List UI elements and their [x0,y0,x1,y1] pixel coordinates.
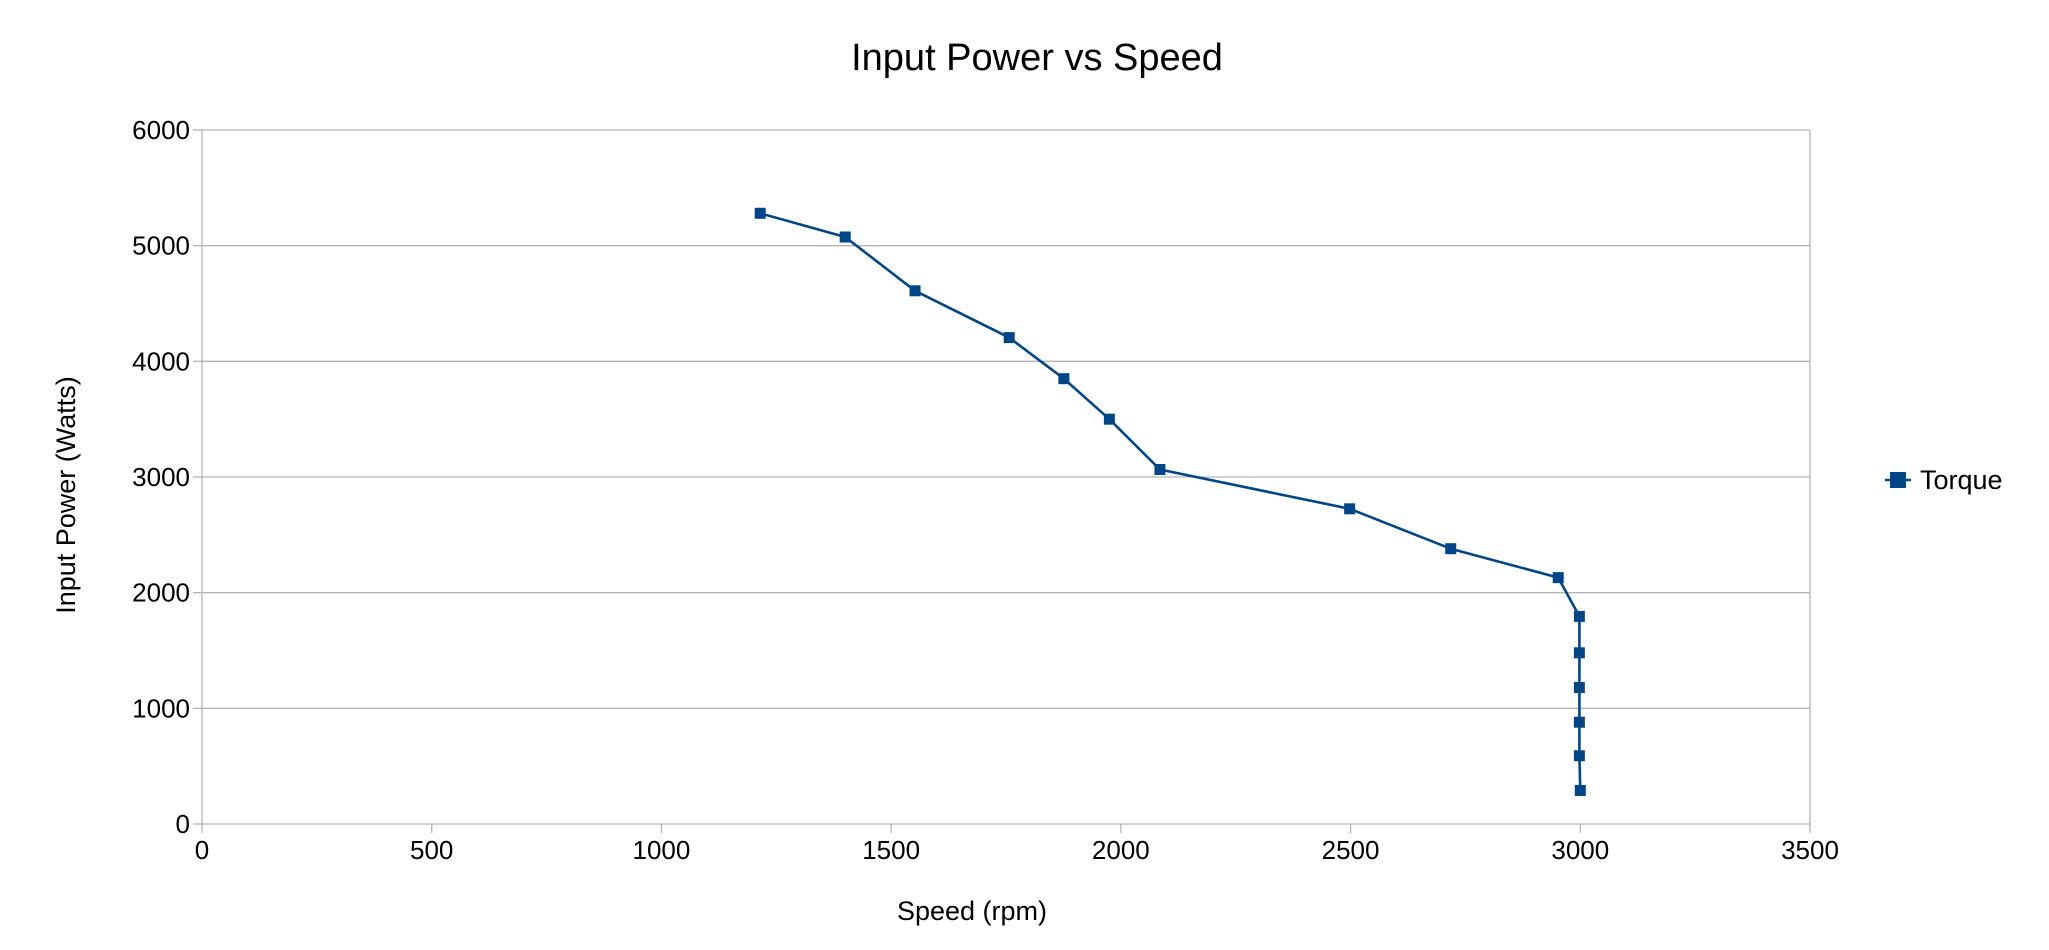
x-axis-title: Speed (rpm) [897,896,1047,926]
legend-marker [1890,472,1906,488]
data-point [1103,413,1115,425]
series-line-torque [759,212,1582,791]
x-tick-label: 2000 [1092,835,1150,865]
y-tick-label: 3000 [132,462,190,492]
axes: 0 1000 2000 3000 4000 5000 6000 0 500 1000 1500 200… [132,115,1839,865]
y-tick-label: 6000 [132,115,190,145]
data-point [1573,682,1585,694]
x-tick-label: 3500 [1781,835,1839,865]
plot-area [754,207,1586,796]
data-point [754,207,766,219]
y-tick-label: 5000 [132,231,190,261]
data-point [1573,647,1585,659]
y-tick-label: 1000 [132,693,190,723]
legend: Torque [1885,465,2003,495]
data-point [1573,750,1585,762]
y-tick-label: 0 [176,809,190,839]
data-point [909,285,921,297]
x-tick-label: 1500 [862,835,920,865]
data-point [1573,610,1585,622]
grid [202,129,1810,825]
y-axis-title: Input Power (Watts) [51,376,81,614]
data-point [1058,373,1070,385]
x-tick-label: 3000 [1551,835,1609,865]
legend-label: Torque [1920,465,2003,495]
x-tick-label: 2500 [1322,835,1380,865]
y-tick-label: 2000 [132,578,190,608]
x-tick-label: 500 [410,835,453,865]
x-tick-label: 1000 [633,835,691,865]
x-tick-label: 0 [195,835,209,865]
data-point [1003,332,1015,344]
chart-title: Input Power vs Speed [851,37,1223,79]
data-point [1154,463,1166,475]
data-point [1574,784,1586,796]
y-tick-label: 4000 [132,346,190,376]
data-point [839,231,851,243]
data-point [1445,543,1457,555]
data-point [1344,503,1356,515]
data-point [1552,572,1564,584]
data-point [1573,716,1585,728]
